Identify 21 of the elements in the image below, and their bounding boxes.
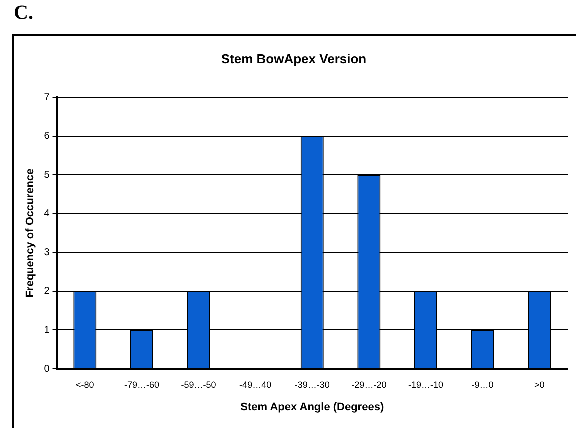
x-tick-label: -9…0: [472, 380, 494, 390]
x-tick-label: <-80: [76, 380, 94, 390]
x-tick-label: -59…-50: [181, 380, 216, 390]
y-tick-label: 5: [44, 170, 50, 181]
x-axis-title: Stem Apex Angle (Degrees): [240, 401, 384, 414]
x-tick-label: -29…-20: [352, 380, 387, 390]
y-tick-label: 7: [44, 92, 50, 104]
x-tick-label: -19…-10: [408, 380, 444, 390]
chart-title: Stem BowApex Version: [221, 51, 367, 66]
y-tick-label: 0: [44, 364, 50, 375]
x-tick-label: >0: [534, 380, 545, 390]
x-tick-label: -39…-30: [294, 380, 330, 390]
y-axis-title: Frequency of Occurence: [24, 168, 37, 298]
x-tick-label: -79…-60: [124, 380, 160, 390]
y-tick-label: 1: [44, 324, 50, 336]
y-tick-label: 2: [44, 286, 50, 298]
y-tick-label: 4: [44, 208, 50, 220]
x-tick-label: -49…40: [240, 380, 272, 390]
text: C.: [14, 2, 34, 25]
y-tick-label: 3: [44, 247, 50, 258]
y-tick-label: 6: [44, 131, 50, 142]
